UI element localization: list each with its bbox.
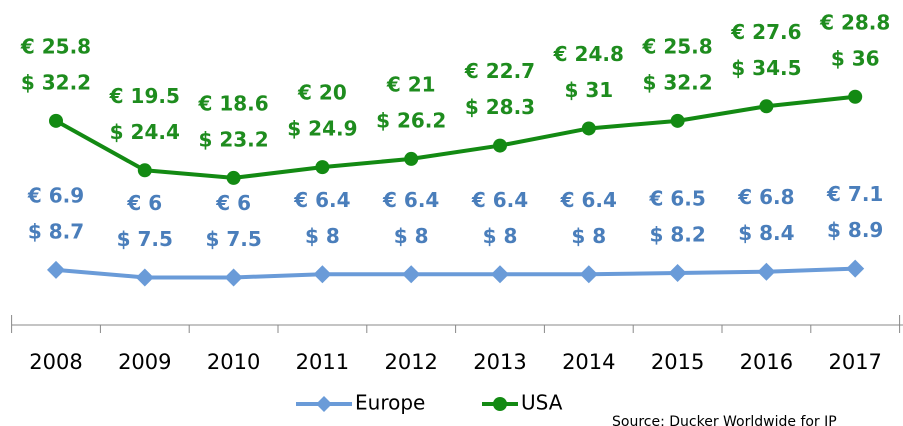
x-tick-label: 2015 (651, 350, 704, 374)
value-label: $ 36 (831, 46, 880, 70)
euro-label: € 6.4 (471, 188, 528, 212)
x-tick-label: 2008 (29, 350, 82, 374)
value-label: $ 24.9 (287, 117, 357, 141)
marker (579, 265, 598, 284)
legend-marker (316, 396, 332, 412)
x-tick-label: 2011 (296, 350, 349, 374)
marker (493, 138, 507, 153)
marker (581, 121, 596, 136)
series-line (55, 94, 856, 180)
marker (670, 113, 685, 128)
euro-label: € 25.8 (20, 34, 91, 58)
series-line (55, 266, 856, 280)
marker (49, 113, 63, 128)
legend-marker (493, 397, 507, 411)
value-label: $ 8.7 (28, 219, 84, 243)
x-tick-label: 2014 (562, 350, 615, 374)
x-tick-label: 2012 (384, 350, 437, 374)
value-label: $ 26.2 (376, 108, 446, 132)
value-label: $ 23.2 (198, 127, 268, 151)
x-tick-label: 2009 (118, 350, 171, 374)
value-label: $ 32.2 (642, 70, 712, 94)
marker (757, 262, 776, 281)
x-tick-label: 2013 (473, 350, 526, 374)
marker (491, 265, 509, 284)
euro-label: € 6.5 (648, 187, 705, 211)
value-label: $ 8 (394, 224, 429, 248)
euro-label: € 21 (386, 72, 436, 96)
value-label: $ 24.4 (110, 120, 180, 144)
euro-label: € 6.9 (27, 183, 84, 207)
marker (137, 163, 152, 178)
x-tick-label: 2010 (207, 350, 260, 374)
euro-label: € 6.4 (293, 188, 350, 212)
value-label: $ 32.2 (21, 70, 91, 94)
euro-label: € 6.4 (560, 188, 617, 212)
value-label: $ 31 (564, 78, 613, 102)
euro-label: € 20 (297, 81, 347, 105)
marker (315, 160, 330, 175)
value-label: $ 7.5 (117, 227, 173, 251)
euro-label: € 22.7 (464, 59, 535, 83)
value-label: $ 8.4 (738, 221, 794, 245)
marker (224, 268, 243, 287)
marker (759, 99, 774, 114)
euro-label: € 25.8 (641, 34, 712, 58)
euro-label: € 6 (126, 191, 162, 215)
x-tick-label: 2017 (828, 350, 881, 374)
euro-label: € 19.5 (109, 84, 180, 108)
value-label: $ 8.9 (827, 218, 883, 242)
marker (47, 260, 65, 279)
marker (846, 259, 865, 278)
marker (668, 264, 687, 283)
euro-label: € 27.6 (730, 20, 801, 44)
marker (848, 89, 863, 104)
value-label: $ 8.2 (649, 223, 705, 247)
marker (226, 170, 241, 185)
x-tick-label: 2016 (740, 350, 793, 374)
value-label: $ 8 (305, 224, 340, 248)
marker (313, 265, 332, 284)
euro-label: € 6.4 (382, 188, 439, 212)
marker (402, 265, 421, 284)
euro-label: € 28.8 (819, 10, 890, 34)
value-label: $ 34.5 (731, 56, 801, 80)
euro-label: € 7.1 (826, 182, 883, 206)
euro-label: € 18.6 (197, 91, 268, 115)
marker (404, 151, 419, 166)
legend-label: USA (521, 391, 563, 415)
legend-label: Europe (355, 391, 425, 415)
euro-label: € 6 (215, 191, 251, 215)
value-label: $ 8 (571, 224, 606, 248)
euro-label: € 24.8 (553, 42, 624, 66)
value-label: $ 28.3 (465, 95, 535, 119)
source: Source: Ducker Worldwide for IP (612, 414, 837, 426)
value-label: $ 7.5 (205, 227, 261, 251)
value-label: $ 8 (483, 224, 518, 248)
marker (135, 268, 154, 287)
euro-label: € 6.8 (737, 185, 794, 209)
